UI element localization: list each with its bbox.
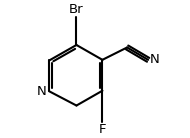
- Text: N: N: [36, 85, 46, 98]
- Text: N: N: [150, 53, 160, 66]
- Text: Br: Br: [69, 3, 84, 16]
- Text: F: F: [99, 123, 106, 136]
